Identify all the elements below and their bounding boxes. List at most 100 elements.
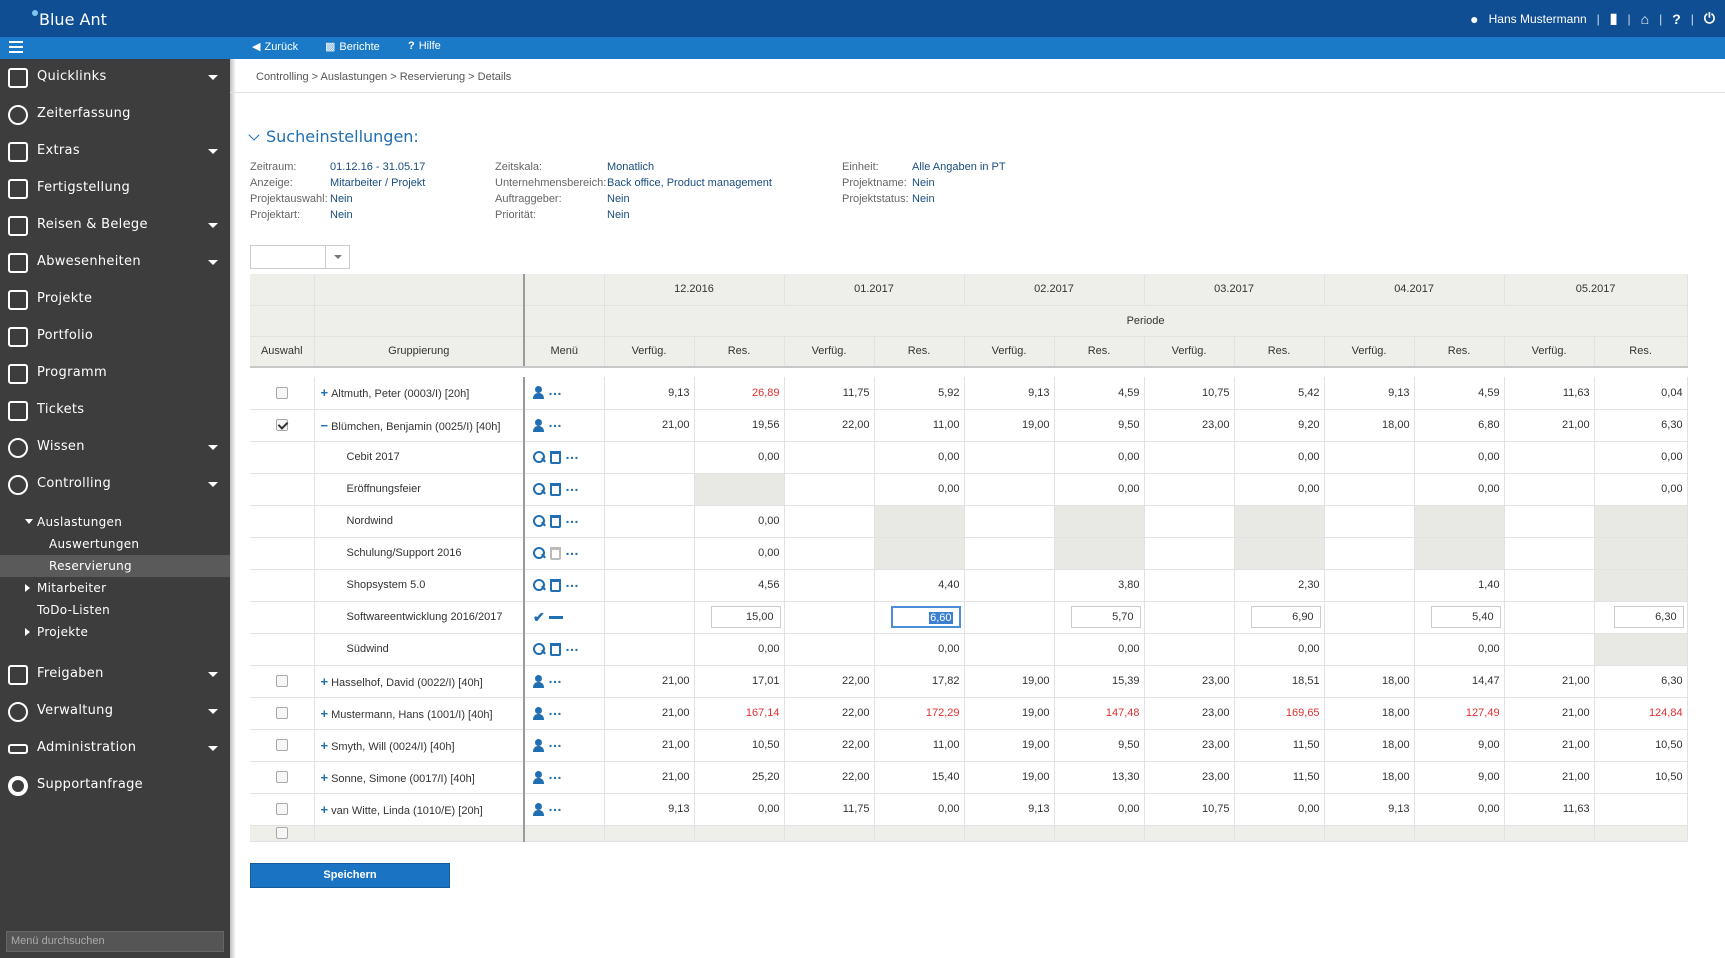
menu-toggle-icon[interactable] [9,41,23,55]
row-label[interactable]: Mustermann, Hans (1001/I) [40h] [331,708,493,721]
search-icon[interactable] [533,546,546,560]
nav-programm[interactable]: Programm [0,355,230,392]
person-icon[interactable] [533,706,544,720]
value-cell[interactable]: 15,00 [694,601,785,634]
search-icon[interactable] [533,642,546,656]
reservation-input[interactable]: 6,90 [1250,606,1321,628]
search-icon[interactable] [533,450,546,464]
nav-abwesenheiten[interactable]: Abwesenheiten [0,244,230,281]
menu-search-input[interactable]: Menü durchsuchen [6,931,224,952]
more-icon[interactable]: … [548,381,563,398]
trash-icon[interactable] [550,514,561,528]
nav-projekte-sub[interactable]: Projekte [0,621,230,643]
row-label[interactable]: Blümchen, Benjamin (0025/I) [40h] [331,420,501,433]
nav-mitarbeiter[interactable]: Mitarbeiter [0,577,230,599]
more-icon[interactable]: … [565,574,580,590]
nav-extras[interactable]: Extras [0,133,230,170]
value-cell[interactable]: 6,90 [1234,601,1325,634]
search-icon[interactable] [533,482,546,496]
nav-reservierung[interactable]: Reservierung [0,555,230,577]
nav-projekte[interactable]: Projekte [0,281,230,318]
nav-wissen[interactable]: Wissen [0,429,230,466]
nav-auslastungen[interactable]: Auslastungen [0,511,230,533]
more-icon[interactable]: … [565,510,580,526]
expand-icon[interactable]: + [320,705,329,721]
chevron-down-icon[interactable] [325,246,349,268]
more-icon[interactable]: … [548,766,563,782]
value-cell[interactable]: 5,40 [1414,601,1505,634]
more-icon[interactable]: … [548,798,563,814]
search-icon[interactable] [533,578,546,592]
reservation-input[interactable]: 5,40 [1430,606,1501,628]
help-button[interactable]: ? Hilfe [408,40,441,52]
nav-todo[interactable]: ToDo-Listen [37,603,111,617]
nav-reisen[interactable]: Reisen & Belege [0,207,230,244]
trash-icon[interactable] [550,642,561,656]
row-checkbox[interactable] [275,419,288,432]
back-button[interactable]: ◀ Zurück [252,40,299,54]
nav-fertigstellung[interactable]: Fertigstellung [0,170,230,207]
row-checkbox[interactable] [275,386,288,399]
person-icon[interactable] [533,418,544,432]
bookmark-icon[interactable]: ▮ [1609,10,1618,26]
more-icon[interactable]: … [548,670,563,686]
reservation-input[interactable]: 6,30 [1613,606,1684,628]
reservation-input[interactable]: 15,00 [710,606,781,628]
person-icon[interactable] [533,674,544,688]
nav-quicklinks[interactable]: Quicklinks [0,59,230,96]
more-icon[interactable]: … [548,702,563,718]
home-icon[interactable]: ⌂ [1640,10,1650,27]
user-name[interactable]: Hans Mustermann [1488,11,1587,26]
power-icon[interactable]: ⏻ [1703,10,1715,26]
person-icon[interactable] [533,770,544,784]
value-cell[interactable]: 6,60 [874,601,965,634]
row-checkbox[interactable] [275,739,288,752]
expand-icon[interactable]: + [320,385,329,401]
row-label[interactable]: Smyth, Will (0024/I) [40h] [331,740,455,753]
nav-freigaben[interactable]: Freigaben [0,656,230,693]
nav-administration[interactable]: Administration [0,730,230,767]
row-label[interactable]: Hasselhof, David (0022/I) [40h] [331,676,483,689]
nav-zeiterfassung[interactable]: Zeiterfassung [0,96,230,133]
expand-icon[interactable]: + [320,737,329,753]
more-icon[interactable]: … [565,446,580,462]
grouping-dropdown[interactable] [250,245,350,269]
nav-verwaltung[interactable]: Verwaltung [0,693,230,730]
person-icon[interactable] [533,386,544,400]
reservation-input[interactable]: 6,60 [890,606,961,628]
nav-controlling[interactable]: Controlling [0,466,230,503]
help-icon[interactable]: ? [1672,10,1681,27]
more-icon[interactable]: … [565,638,580,654]
collapse-icon[interactable]: − [320,417,329,433]
row-checkbox[interactable] [275,771,288,784]
value-cell[interactable]: 6,30 [1594,601,1688,634]
breadcrumb[interactable]: Controlling > Auslastungen > Reservierun… [256,71,512,83]
expand-icon[interactable]: + [320,801,329,817]
value-cell[interactable]: 5,70 [1054,601,1145,634]
row-checkbox[interactable] [275,675,288,688]
row-checkbox[interactable] [275,803,288,816]
nav-auswertungen[interactable]: Auswertungen [49,537,140,551]
search-settings-header[interactable]: Sucheinstellungen: [248,127,419,146]
person-icon[interactable] [533,802,544,816]
trash-icon[interactable] [550,578,561,592]
more-icon[interactable]: … [548,734,563,750]
reports-button[interactable]: ▩ Berichte [325,40,380,54]
save-button[interactable]: Speichern [250,863,450,888]
more-icon[interactable]: … [548,414,563,430]
person-icon[interactable] [533,738,544,752]
expand-icon[interactable]: + [320,769,329,785]
search-icon[interactable] [533,514,546,528]
trash-icon[interactable] [550,450,561,464]
cancel-icon[interactable] [548,615,563,619]
expand-icon[interactable]: + [320,673,329,689]
row-label[interactable]: Sonne, Simone (0017/I) [40h] [331,772,475,785]
row-checkbox[interactable] [275,827,288,840]
nav-supportanfrage[interactable]: Supportanfrage [0,767,230,804]
more-icon[interactable]: … [565,542,580,558]
row-label[interactable]: van Witte, Linda (1010/E) [20h] [331,804,483,817]
trash-icon[interactable] [550,482,561,496]
reservation-input[interactable]: 5,70 [1070,606,1141,628]
row-checkbox[interactable] [275,707,288,720]
nav-tickets[interactable]: Tickets [0,392,230,429]
